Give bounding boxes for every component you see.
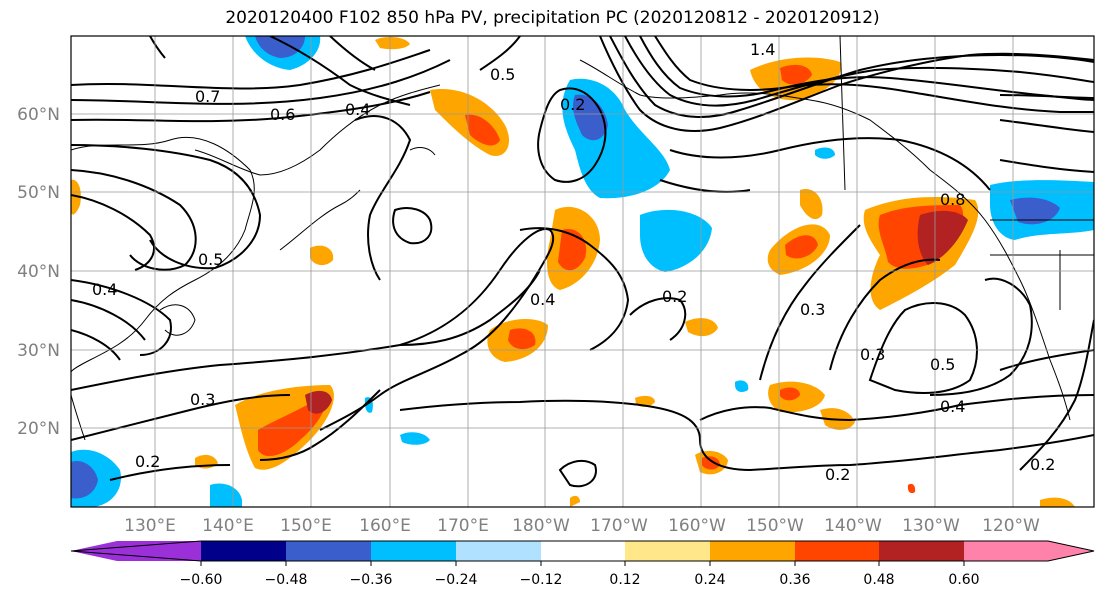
contour-label: 0.4 (530, 290, 555, 309)
colorbar-cell (625, 541, 710, 561)
colorbar-cell (371, 541, 456, 561)
lon-label: 160°E (359, 516, 411, 536)
lon-label: 170°W (590, 516, 648, 536)
contour-label: 0.6 (270, 105, 295, 124)
contour-label: 0.2 (560, 95, 585, 114)
longitude-labels: 130°E 140°E 150°E 160°E 170°E 180°W 170°… (124, 516, 1040, 536)
contour-label: 0.3 (800, 300, 825, 319)
lat-label: 40°N (17, 262, 60, 282)
lon-label: 130°E (124, 516, 176, 536)
contour-label: 0.4 (92, 280, 117, 299)
lon-label: 170°E (437, 516, 489, 536)
contour-label: 0.5 (198, 250, 223, 269)
latitude-labels: 60°N 50°N 40°N 30°N 20°N (17, 105, 60, 439)
contour-label: 0.8 (940, 190, 965, 209)
colorbar-tick-label: 0.48 (863, 572, 894, 588)
contour-labels: 0.7 0.6 0.4 0.5 0.2 1.4 0.8 0.4 0.3 0.2 … (92, 40, 1055, 484)
lon-label: 120°W (982, 516, 1040, 536)
lat-label: 60°N (17, 105, 60, 125)
contour-label: 0.2 (662, 287, 687, 306)
colorbar-cell (201, 541, 286, 561)
contour-label: 0.4 (345, 100, 370, 119)
colorbar-tick-label: −0.60 (180, 572, 223, 588)
contour-label: 1.4 (750, 40, 775, 59)
map-frame (70, 35, 1095, 508)
lon-label: 150°E (280, 516, 332, 536)
contour-label: 0.2 (825, 465, 850, 484)
lon-label: 160°W (668, 516, 726, 536)
colorbar-cell (456, 541, 541, 561)
lon-label: 140°W (824, 516, 882, 536)
lat-label: 30°N (17, 341, 60, 361)
colorbar-cell (964, 541, 1094, 561)
colorbar-tick-label: 0.24 (694, 572, 725, 588)
pv-contours (71, 36, 1094, 488)
colorbar-cell (710, 541, 795, 561)
colorbar-tick-label: −0.48 (265, 572, 308, 588)
lon-label: 140°E (202, 516, 254, 536)
lon-label: 130°W (902, 516, 960, 536)
colorbar-cell (795, 541, 879, 561)
colorbar-tick-label: 0.12 (609, 572, 640, 588)
lon-label: 150°W (746, 516, 804, 536)
contour-label: 0.3 (190, 390, 215, 409)
colorbar-cell (286, 541, 371, 561)
colorbar-tick-label: 0.60 (948, 572, 979, 588)
contour-label: 0.4 (940, 397, 965, 416)
contour-label: 0.2 (135, 452, 160, 471)
colorbar-tick-label: 0.36 (779, 572, 810, 588)
contour-label: 0.7 (195, 87, 220, 106)
colorbar: −0.60 −0.48 −0.36 −0.24 −0.12 0.12 0.24 … (70, 540, 1095, 588)
contour-label: 0.5 (930, 355, 955, 374)
colorbar-tick-label: −0.36 (350, 572, 393, 588)
colorbar-cell (541, 541, 625, 561)
precipitation-shading (71, 36, 1094, 507)
map-title: 2020120400 F102 850 hPa PV, precipitatio… (225, 8, 880, 28)
lat-label: 20°N (17, 419, 60, 439)
lat-label: 50°N (17, 183, 60, 203)
colorbar-tick-label: −0.12 (520, 572, 563, 588)
contour-label: 0.2 (1030, 455, 1055, 474)
lon-label: 180°W (512, 516, 570, 536)
graticule (71, 36, 1094, 507)
contour-label: 0.5 (490, 65, 515, 84)
colorbar-cell (879, 541, 964, 561)
colorbar-cell (71, 541, 201, 561)
contour-label: 0.3 (860, 345, 885, 364)
colorbar-tick-label: −0.24 (435, 572, 478, 588)
